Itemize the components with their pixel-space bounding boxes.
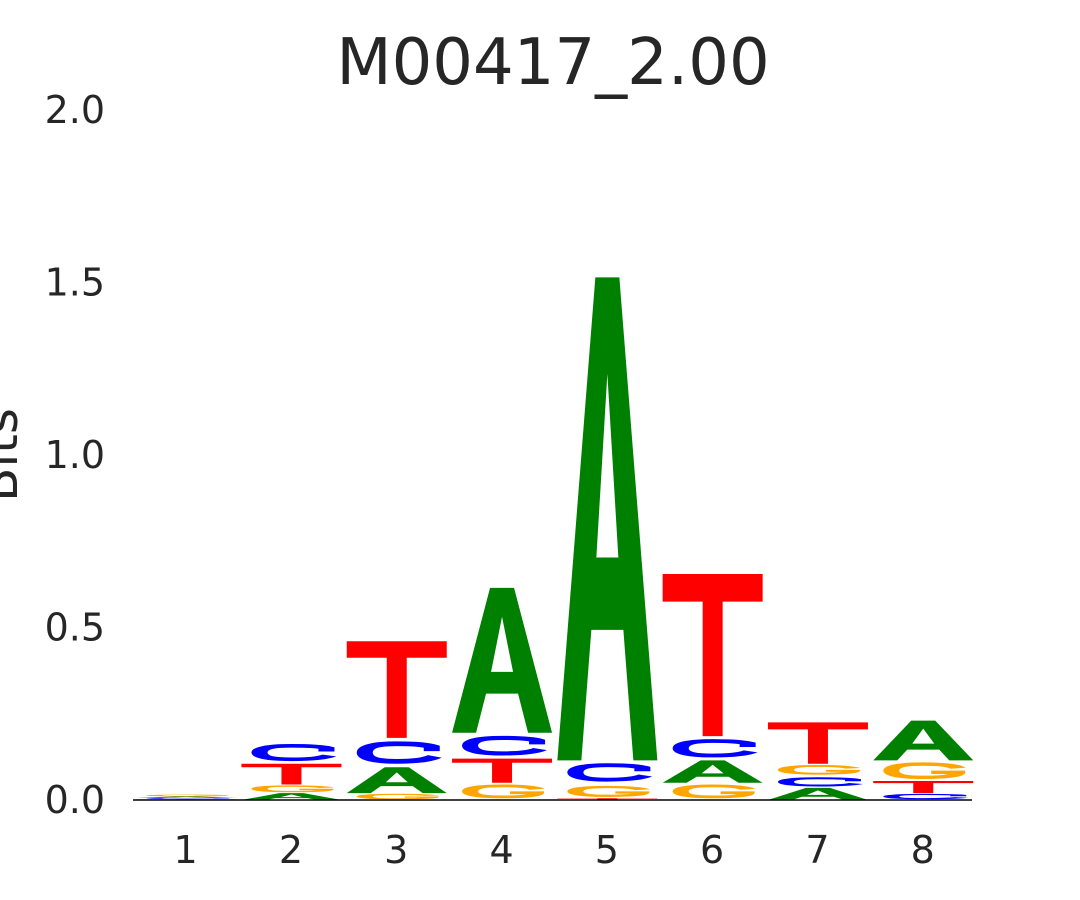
- logo-letter-t: [452, 758, 553, 783]
- logo-letter-a: [136, 796, 237, 798]
- logo-letter-g: [146, 794, 229, 797]
- logo-stacks: [136, 277, 974, 800]
- y-tick-label: 0.0: [45, 778, 105, 822]
- logo-letter-t: [662, 574, 763, 737]
- logo-letter-g: [251, 785, 334, 793]
- logo-letter-c: [146, 798, 232, 800]
- logo-letter-g: [672, 784, 756, 799]
- x-tick-label: 7: [805, 828, 829, 872]
- y-tick-label: 1.0: [45, 433, 105, 477]
- logo-letter-g: [567, 785, 650, 797]
- chart-title: M00417_2.00: [336, 26, 769, 100]
- logo-letter-g: [462, 784, 545, 799]
- y-axis: 0.0 0.5 1.0 1.5 2.0: [45, 88, 105, 822]
- logo-letter-g: [356, 793, 440, 800]
- logo-letter-c: [356, 741, 442, 764]
- logo-letter-g: [883, 762, 966, 779]
- logo-letter-a: [346, 767, 447, 794]
- logo-letter-c: [883, 793, 969, 800]
- logo-letter-c: [777, 777, 863, 787]
- logo-letter-c: [251, 744, 337, 762]
- logo-letter-t: [873, 781, 974, 794]
- logo-letter-a: [452, 587, 553, 733]
- logo-letter-c: [567, 763, 653, 782]
- logo-letter-t: [346, 641, 447, 738]
- x-tick-label: 2: [279, 828, 303, 872]
- logo-letter-a: [873, 720, 974, 761]
- x-tick-label: 8: [911, 828, 935, 872]
- x-tick-label: 3: [384, 828, 408, 872]
- logo-letter-a: [557, 277, 658, 761]
- logo-letter-g: [777, 764, 861, 775]
- y-tick-label: 2.0: [45, 88, 105, 132]
- y-tick-label: 0.5: [45, 606, 105, 650]
- logo-letter-t: [241, 763, 342, 785]
- y-tick-label: 1.5: [45, 261, 105, 305]
- x-tick-label: 6: [700, 828, 724, 872]
- x-tick-label: 4: [489, 828, 513, 872]
- logo-letter-a: [767, 787, 868, 800]
- logo-letter-a: [662, 760, 763, 783]
- logo-letter-t: [557, 798, 658, 800]
- x-tick-label: 5: [595, 828, 619, 872]
- logo-letter-c: [672, 739, 758, 758]
- y-axis-label: Bits: [0, 408, 29, 502]
- logo-letter-t: [767, 722, 868, 764]
- logo-letter-c: [462, 735, 547, 756]
- logo-letter-a: [241, 793, 342, 800]
- x-axis: 1 2 3 4 5 6 7 8: [174, 828, 935, 872]
- x-tick-label: 1: [174, 828, 198, 872]
